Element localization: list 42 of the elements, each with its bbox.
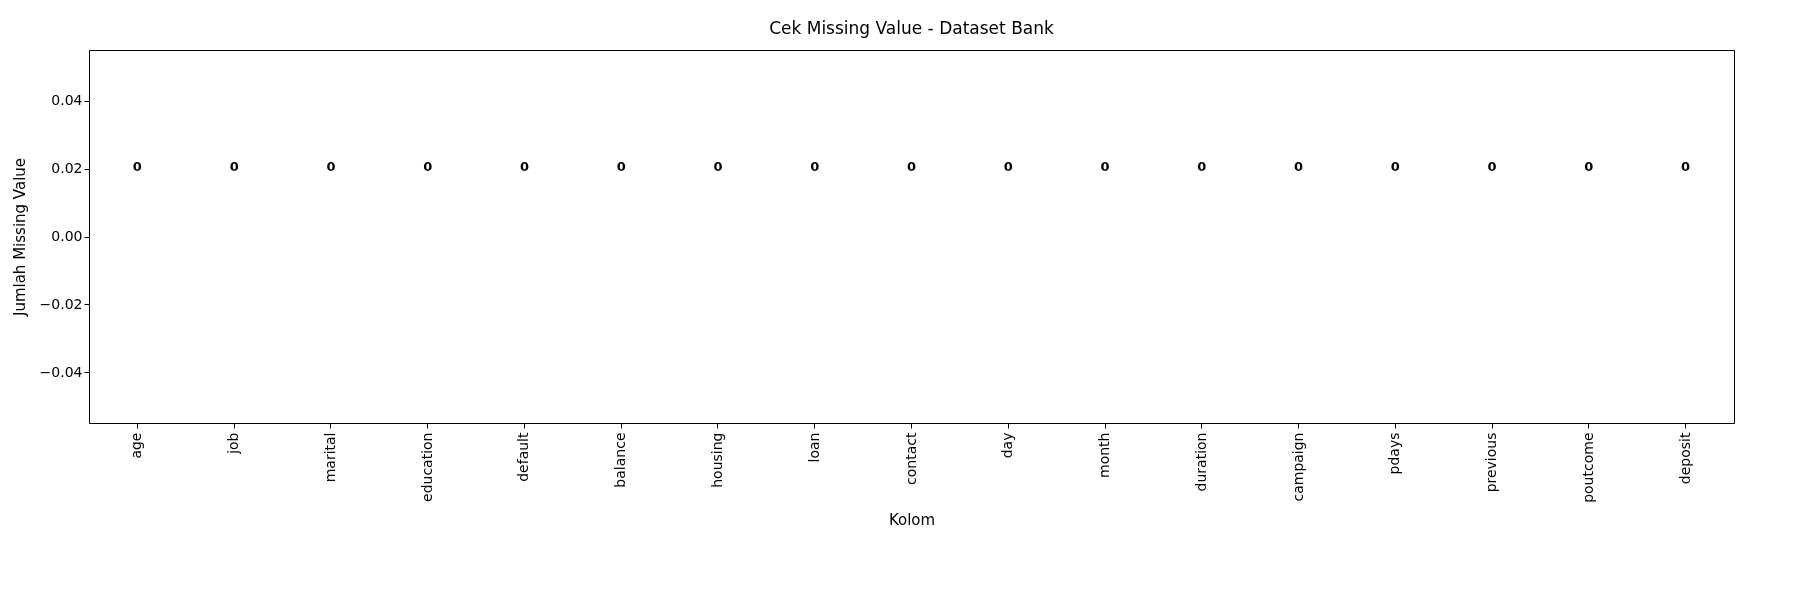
annotation: 0 [423,159,433,174]
annotation: 0 [906,159,917,174]
x-tick-label: day [999,432,1016,459]
x-tick-label: loan [805,432,822,463]
x-tick-label: duration [1192,432,1209,492]
annotation: 0 [1487,159,1497,174]
x-tick-label: poutcome [1579,432,1596,503]
annotation: 0 [1584,159,1594,174]
x-tick-label: job [225,432,242,455]
x-tick-label: campaign [1289,432,1306,502]
x-tick-label: contact [902,431,919,485]
annotation: 0 [229,159,239,174]
y-tick-label: −0.04 [39,363,83,380]
x-tick-label: deposit [1676,431,1693,485]
x-tick-label: month [1096,432,1113,478]
annotation: 0 [1681,159,1691,174]
annotation: 0 [1003,159,1013,174]
y-axis-title: Jumlah Missing Value [10,157,29,318]
annotation: 0 [616,159,626,174]
annotation: 0 [132,159,142,174]
x-tick-label: previous [1483,432,1500,493]
y-tick-label: 0.02 [51,160,83,177]
y-tick-label: 0.04 [51,92,83,109]
annotation: 0 [810,159,820,174]
x-tick-label: marital [321,432,338,483]
x-axis-title: Kolom [888,510,936,529]
x-tick-label: age [128,432,145,459]
annotation: 0 [1294,159,1304,174]
x-tick-label: default [515,432,532,482]
y-tick-label: 0.00 [51,228,83,244]
annotation: 0 [1390,159,1400,174]
annotation: 0 [326,159,336,174]
annotation: 0 [519,159,529,174]
chart-title: Cek Missing Value - Dataset Bank [769,18,1054,38]
y-tick-label: −0.02 [39,295,83,312]
x-tick-label: balance [612,432,629,488]
x-tick-label: education [418,432,435,502]
annotation: 0 [713,159,723,174]
annotation: 0 [1197,159,1207,174]
x-tick-label: housing [708,432,725,488]
annotation: 0 [1100,159,1110,174]
x-tick-label: pdays [1386,432,1403,475]
